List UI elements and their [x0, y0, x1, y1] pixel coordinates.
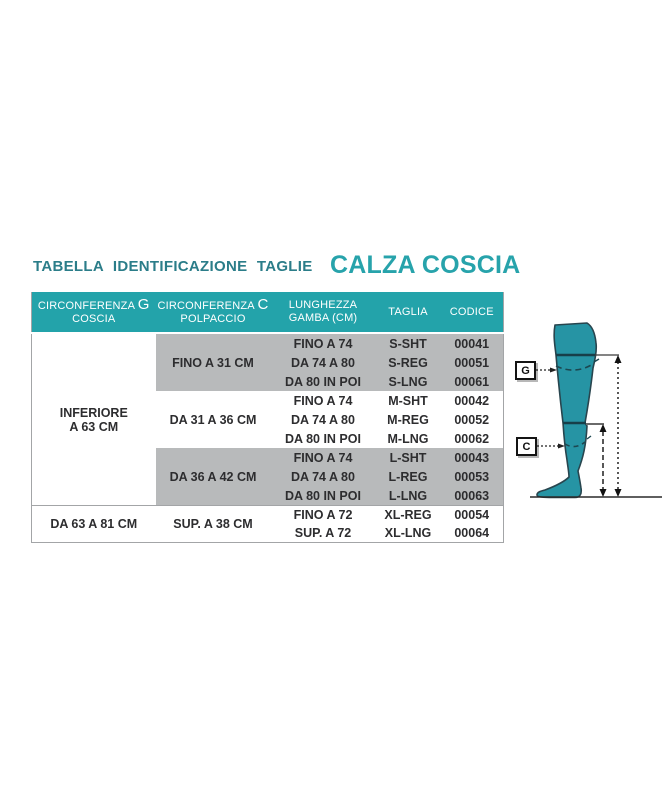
cell-leg-length: DA 74 A 80 — [270, 467, 376, 486]
c-leader-arrowhead — [558, 443, 565, 449]
table-row: DA 63 A 81 CM SUP. A 38 CM FINO A 72 XL-… — [31, 505, 504, 543]
leg-shape — [536, 322, 598, 499]
calf-measure-label-c: C — [516, 437, 537, 456]
col-header-leg-length: LUNGHEZZA GAMBA (CM) — [270, 292, 376, 334]
cell-size: S-LNG — [375, 372, 441, 391]
table-row: DA 74 A 80 M-REG 00052 — [32, 410, 504, 429]
header-subtext: COSCIA — [72, 313, 116, 325]
cell-leg-length: FINO A 74 — [270, 448, 376, 467]
thigh-circumference-arc — [555, 363, 594, 371]
cell-leg-length: DA 74 A 80 — [270, 410, 376, 429]
table-row: DA 36 A 42 CM FINO A 74 L-SHT 00043 — [32, 448, 504, 506]
header-text: TAGLIA — [388, 305, 428, 318]
cell-code: 00053 — [440, 467, 504, 486]
cell-thigh-range: DA 63 A 81 CM — [31, 505, 156, 543]
header-text: LUNGHEZZA — [288, 299, 358, 311]
g-leader-arrowhead — [550, 367, 557, 373]
col-header-code: CODICE — [440, 292, 504, 334]
cell-leg-length: DA 80 IN POI — [270, 372, 376, 391]
cell-size: L-SHT — [375, 448, 441, 467]
cell-size: L-LNG — [375, 486, 441, 506]
cell-code: 00041 — [440, 333, 504, 353]
col-header-size: TAGLIA — [375, 292, 441, 334]
header-text: CIRCONFERENZA — [37, 300, 135, 312]
table-row: DA 80 IN POI M-LNG 00062 — [32, 429, 504, 448]
table-row: DA 80 IN POI L-LNG 00063 — [32, 486, 504, 506]
calf-arc-tick — [586, 435, 592, 440]
cell-size: S-REG — [375, 353, 441, 372]
cell-leg-length: FINO A 74 — [270, 333, 376, 353]
cell-calf-range: DA 36 A 42 CM — [155, 448, 271, 506]
thigh-arc-tick — [593, 358, 600, 363]
table-row: INFERIORE A 63 CM FINO A 31 CM FINO A 74… — [31, 333, 504, 506]
cell-leg-length: DA 80 IN POI — [270, 429, 376, 448]
table-row: SUP. A 72 XL-LNG 00064 — [32, 524, 504, 543]
header-letter-c: C — [257, 296, 269, 313]
cell-thigh-range: INFERIORE A 63 CM — [31, 333, 156, 506]
cell-leg-length: DA 74 A 80 — [270, 353, 376, 372]
cell-size: M-REG — [375, 410, 441, 429]
header-text: CIRCONFERENZA — [157, 300, 255, 312]
header-row: CIRCONFERENZA G COSCIA CIRCONFERENZA C P… — [31, 292, 504, 334]
cell-leg-length: FINO A 74 — [270, 391, 376, 410]
page-title: TABELLA IDENTIFICAZIONE TAGLIE — [33, 258, 313, 275]
cell-code: 00042 — [440, 391, 504, 410]
product-title: CALZA COSCIA — [330, 251, 521, 279]
arrowhead-down — [599, 489, 607, 497]
cell-code: 00052 — [440, 410, 504, 429]
cell-calf-range: SUP. A 38 CM — [155, 505, 271, 543]
cell-leg-length: DA 80 IN POI — [270, 486, 376, 506]
cell-size: L-REG — [375, 467, 441, 486]
cell-size: XL-LNG — [375, 524, 441, 543]
col-header-thigh-circumference: CIRCONFERENZA G COSCIA — [31, 292, 156, 334]
leg-illustration — [530, 322, 662, 499]
table-row: DA 31 A 36 CM FINO A 74 M-SHT 00042 — [32, 391, 504, 448]
thigh-measure-label-g: G — [515, 361, 536, 380]
size-table: CIRCONFERENZA G COSCIA CIRCONFERENZA C P… — [31, 292, 504, 543]
cell-size: M-LNG — [375, 429, 441, 448]
header-text: CODICE — [449, 305, 494, 318]
cell-code: 00062 — [440, 429, 504, 448]
cell-calf-range: DA 31 A 36 CM — [155, 391, 271, 448]
cell-leg-length: SUP. A 72 — [270, 524, 376, 543]
cell-size: M-SHT — [375, 391, 441, 410]
header-letter-g: G — [137, 296, 150, 313]
cell-leg-length: FINO A 72 — [270, 505, 376, 524]
arrowhead-up — [614, 355, 622, 363]
col-header-calf-circumference: CIRCONFERENZA C POLPACCIO — [155, 292, 271, 334]
table-row: DA 74 A 80 S-REG 00051 — [32, 353, 504, 372]
leg-diagram — [503, 298, 671, 508]
cell-code: 00043 — [440, 448, 504, 467]
table-row: DA 74 A 80 L-REG 00053 — [32, 467, 504, 486]
cell-size: XL-REG — [375, 505, 441, 524]
cell-code: 00061 — [440, 372, 504, 391]
cell-code: 00051 — [440, 353, 504, 372]
header-subtext: POLPACCIO — [180, 313, 246, 325]
cell-code: 00054 — [440, 505, 504, 524]
header-subtext: GAMBA (CM) — [288, 312, 358, 324]
table-row: DA 80 IN POI S-LNG 00061 — [32, 372, 504, 391]
cell-code: 00064 — [440, 524, 504, 543]
arrowhead-down — [614, 489, 622, 497]
cell-size: S-SHT — [375, 333, 441, 353]
calf-circumference-arc — [564, 441, 586, 448]
cell-calf-range: FINO A 31 CM — [155, 333, 271, 391]
arrowhead-up — [599, 424, 607, 432]
cell-code: 00063 — [440, 486, 504, 506]
